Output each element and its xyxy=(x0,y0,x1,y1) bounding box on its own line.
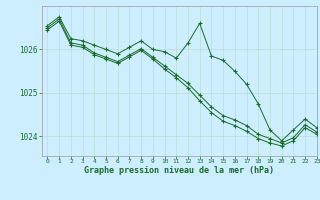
X-axis label: Graphe pression niveau de la mer (hPa): Graphe pression niveau de la mer (hPa) xyxy=(84,166,274,175)
